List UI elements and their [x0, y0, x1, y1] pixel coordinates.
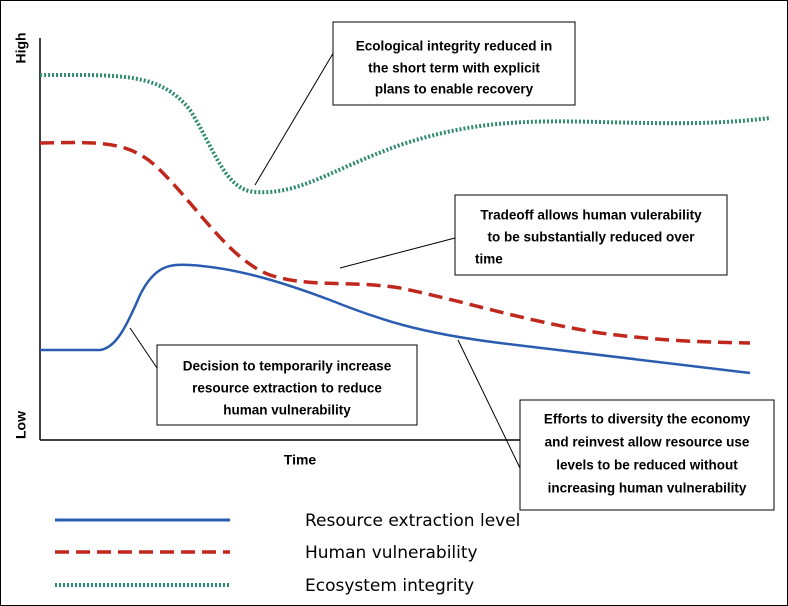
pointer	[339, 237, 456, 269]
vulnerability-curve	[39, 140, 751, 345]
annotation-box	[519, 399, 775, 511]
annotation-text: the short term with explicit	[368, 61, 540, 76]
annotation-text: levels to be reduced without	[556, 458, 738, 473]
annotation-text: Efforts to diversity the economy	[544, 412, 751, 427]
annotation-text: resource extraction to reduce	[192, 381, 382, 396]
legend-label: Ecosystem integrity	[305, 576, 474, 596]
pointer	[457, 339, 521, 469]
annotation-text: Tradeoff allows human vulerability	[480, 208, 702, 223]
annotation-text: increasing human vulnerability	[548, 481, 747, 496]
pointer	[129, 327, 158, 369]
annotation-box	[156, 344, 418, 426]
x-axis-label: Time	[284, 452, 317, 468]
annotation-box	[454, 194, 728, 276]
legend-label: Human vulnerability	[305, 543, 478, 563]
annotation-text: time	[475, 252, 503, 267]
y-high-label: High	[13, 32, 29, 63]
annotation-text: and reinvest allow resource use	[545, 435, 750, 450]
annotation-text: Decision to temporarily increase	[183, 359, 392, 374]
resource-curve	[40, 263, 751, 375]
annotation-text: Ecological integrity reduced in	[356, 39, 553, 54]
annotation-text: plans to enable recovery	[375, 82, 534, 97]
legend-label: Resource extraction level	[305, 511, 520, 531]
y-low-label: Low	[13, 411, 29, 439]
ecosystem-curve	[39, 72, 771, 195]
pointer	[254, 44, 339, 186]
annotation-box	[332, 21, 576, 106]
annotation-text: to be substantially reduced over	[487, 230, 695, 245]
annotation-text: human vulnerability	[223, 403, 351, 418]
